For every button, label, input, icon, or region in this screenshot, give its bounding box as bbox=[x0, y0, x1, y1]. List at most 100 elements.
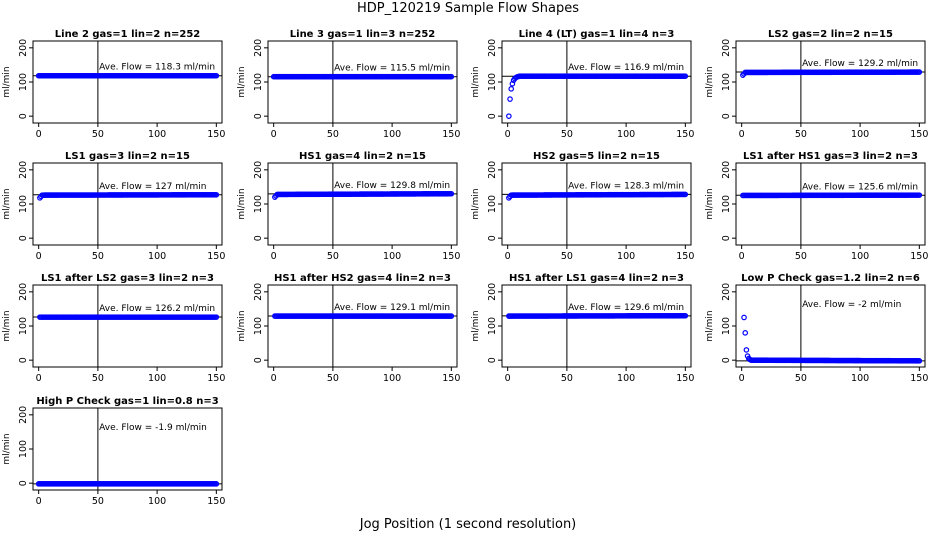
average-flow-annotation: Ave. Flow = 125.6 ml/min bbox=[802, 182, 918, 192]
data-point bbox=[682, 191, 689, 198]
y-axis-label: ml/min bbox=[2, 188, 12, 219]
y-tick-label: 0 bbox=[721, 235, 732, 241]
x-tick-label: 100 bbox=[383, 373, 401, 384]
plot-frame bbox=[267, 162, 458, 246]
figure-title: HDP_120219 Sample Flow Shapes bbox=[356, 1, 580, 16]
x-tick-label: 50 bbox=[327, 129, 339, 140]
data-point bbox=[448, 190, 455, 197]
x-tick-label: 150 bbox=[676, 251, 694, 262]
plot-frame bbox=[32, 407, 223, 491]
x-tick-label: 150 bbox=[442, 373, 460, 384]
x-tick-label: 100 bbox=[148, 373, 166, 384]
panel-11: HS1 after LS1 gas=4 lin=2 n=3 0 50 100 150 0 1… bbox=[471, 273, 694, 384]
x-tick-label: 50 bbox=[92, 373, 104, 384]
x-tick-label: 150 bbox=[207, 129, 225, 140]
x-tick-label: 150 bbox=[910, 251, 928, 262]
x-tick-label: 100 bbox=[383, 129, 401, 140]
panel-4: LS2 gas=2 lin=2 n=15 0 50 100 150 0 100 200 ml/m… bbox=[705, 29, 928, 140]
panel-12: Low P Check gas=1.2 lin=2 n=6 0 50 100 150 0 1… bbox=[705, 273, 928, 384]
y-tick-label: 200 bbox=[721, 161, 732, 179]
x-tick-label: 50 bbox=[327, 251, 339, 262]
panel-9: LS1 after LS2 gas=3 lin=2 n=3 0 50 100 150 0 1… bbox=[2, 273, 225, 384]
y-axis-label: ml/min bbox=[705, 188, 715, 219]
y-tick-label: 0 bbox=[487, 357, 498, 363]
panel-title: LS1 after LS2 gas=3 lin=2 n=3 bbox=[41, 273, 214, 284]
panel-title: LS1 gas=3 lin=2 n=15 bbox=[65, 151, 190, 162]
y-axis-label: ml/min bbox=[2, 66, 12, 97]
data-point bbox=[506, 113, 512, 119]
plot-frame bbox=[32, 284, 223, 368]
plot-frame bbox=[735, 162, 926, 246]
panel-title: LS2 gas=2 lin=2 n=15 bbox=[768, 29, 893, 40]
y-axis-label: ml/min bbox=[237, 188, 247, 219]
x-tick-label: 100 bbox=[617, 373, 635, 384]
x-tick-label: 100 bbox=[617, 251, 635, 262]
x-tick-label: 150 bbox=[207, 251, 225, 262]
plot-frame bbox=[501, 284, 692, 368]
x-tick-label: 50 bbox=[327, 373, 339, 384]
y-tick-label: 100 bbox=[18, 195, 29, 213]
y-tick-label: 200 bbox=[18, 161, 29, 179]
y-tick-label: 100 bbox=[253, 195, 264, 213]
data-point bbox=[507, 96, 513, 102]
panel-title: HS1 after LS1 gas=4 lin=2 n=3 bbox=[509, 273, 684, 284]
y-tick-label: 200 bbox=[253, 39, 264, 57]
plot-frame bbox=[32, 162, 223, 246]
x-tick-label: 0 bbox=[739, 129, 745, 140]
average-flow-annotation: Ave. Flow = -2 ml/min bbox=[802, 300, 901, 310]
panel-1: Line 2 gas=1 lin=2 n=252 0 50 100 150 0 100 200… bbox=[2, 29, 225, 140]
y-tick-label: 200 bbox=[487, 161, 498, 179]
x-tick-label: 50 bbox=[92, 129, 104, 140]
x-tick-label: 50 bbox=[561, 251, 573, 262]
panel-title: Line 4 (LT) gas=1 lin=4 n=3 bbox=[519, 29, 675, 40]
y-axis-label: ml/min bbox=[237, 66, 247, 97]
y-tick-label: 0 bbox=[721, 357, 732, 363]
plot-frame bbox=[501, 40, 692, 124]
panel-7: HS2 gas=5 lin=2 n=15 0 50 100 150 0 100 200 ml/m… bbox=[471, 151, 694, 262]
y-tick-label: 100 bbox=[721, 317, 732, 335]
x-tick-label: 100 bbox=[851, 129, 869, 140]
data-point bbox=[213, 481, 220, 487]
x-tick-label: 0 bbox=[36, 373, 42, 384]
x-tick-label: 100 bbox=[148, 251, 166, 262]
average-flow-annotation: Ave. Flow = 129.2 ml/min bbox=[802, 59, 918, 69]
y-tick-label: 200 bbox=[18, 406, 29, 424]
x-tick-label: 0 bbox=[271, 251, 277, 262]
x-tick-label: 0 bbox=[505, 373, 511, 384]
average-flow-annotation: Ave. Flow = 118.3 ml/min bbox=[99, 63, 215, 73]
x-tick-label: 150 bbox=[676, 373, 694, 384]
data-point bbox=[448, 313, 455, 319]
y-axis-label: ml/min bbox=[705, 310, 715, 341]
average-flow-annotation: Ave. Flow = 116.9 ml/min bbox=[568, 63, 684, 73]
y-tick-label: 200 bbox=[253, 283, 264, 301]
y-tick-label: 100 bbox=[721, 195, 732, 213]
y-tick-label: 200 bbox=[487, 283, 498, 301]
x-tick-label: 50 bbox=[92, 251, 104, 262]
y-tick-label: 100 bbox=[18, 440, 29, 458]
panel-title: HS2 gas=5 lin=2 n=15 bbox=[533, 151, 660, 162]
data-point bbox=[508, 86, 515, 92]
y-axis-label: ml/min bbox=[2, 310, 12, 341]
panel-title: HS1 after HS2 gas=4 lin=2 n=3 bbox=[274, 273, 451, 284]
y-tick-label: 0 bbox=[253, 113, 264, 119]
x-tick-label: 0 bbox=[739, 251, 745, 262]
panel-title: Low P Check gas=1.2 lin=2 n=6 bbox=[741, 273, 920, 284]
y-tick-label: 200 bbox=[253, 161, 264, 179]
y-tick-label: 100 bbox=[487, 73, 498, 91]
data-point bbox=[682, 312, 689, 319]
average-flow-annotation: Ave. Flow = 129.8 ml/min bbox=[334, 181, 450, 191]
y-tick-label: 0 bbox=[721, 113, 732, 119]
x-tick-label: 100 bbox=[617, 129, 635, 140]
plot-frame bbox=[501, 162, 692, 246]
y-tick-label: 0 bbox=[253, 235, 264, 241]
y-tick-label: 100 bbox=[253, 317, 264, 335]
x-tick-label: 50 bbox=[795, 129, 807, 140]
panel-6: HS1 gas=4 lin=2 n=15 0 50 100 150 0 100 200 ml/m… bbox=[237, 151, 460, 262]
x-tick-label: 0 bbox=[505, 251, 511, 262]
panel-10: HS1 after HS2 gas=4 lin=2 n=3 0 50 100 150 0 1… bbox=[237, 273, 460, 384]
plot-frame bbox=[267, 40, 458, 124]
y-tick-label: 0 bbox=[253, 357, 264, 363]
data-point bbox=[743, 347, 750, 353]
figure-x-axis-label: Jog Position (1 second resolution) bbox=[359, 517, 577, 532]
y-axis-label: ml/min bbox=[237, 310, 247, 341]
